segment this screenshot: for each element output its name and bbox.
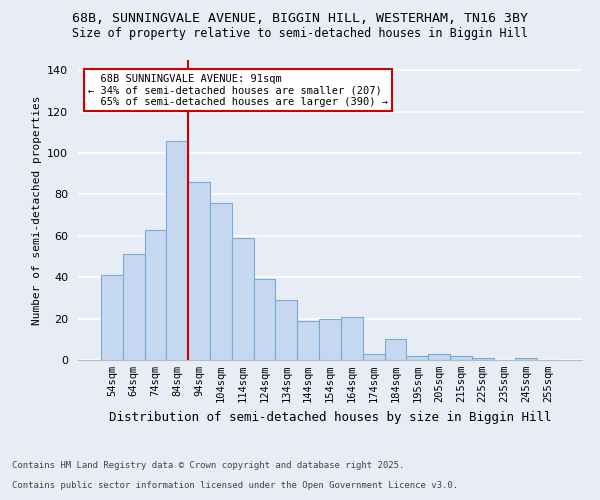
Text: Contains HM Land Registry data © Crown copyright and database right 2025.: Contains HM Land Registry data © Crown c… xyxy=(12,461,404,470)
Bar xyxy=(275,300,297,360)
Text: 68B SUNNINGVALE AVENUE: 91sqm
← 34% of semi-detached houses are smaller (207)
  : 68B SUNNINGVALE AVENUE: 91sqm ← 34% of s… xyxy=(88,74,388,106)
Bar xyxy=(166,140,188,360)
Bar xyxy=(188,182,210,360)
Bar xyxy=(472,358,494,360)
Bar xyxy=(319,318,341,360)
Bar xyxy=(406,356,428,360)
Bar xyxy=(363,354,385,360)
Bar xyxy=(123,254,145,360)
Bar xyxy=(254,280,275,360)
Text: Size of property relative to semi-detached houses in Biggin Hill: Size of property relative to semi-detach… xyxy=(72,28,528,40)
Text: Contains public sector information licensed under the Open Government Licence v3: Contains public sector information licen… xyxy=(12,481,458,490)
Text: 68B, SUNNINGVALE AVENUE, BIGGIN HILL, WESTERHAM, TN16 3BY: 68B, SUNNINGVALE AVENUE, BIGGIN HILL, WE… xyxy=(72,12,528,26)
Bar xyxy=(385,340,406,360)
Bar xyxy=(341,316,363,360)
Bar xyxy=(515,358,537,360)
Bar xyxy=(101,275,123,360)
Bar xyxy=(450,356,472,360)
Y-axis label: Number of semi-detached properties: Number of semi-detached properties xyxy=(32,95,41,325)
Bar xyxy=(428,354,450,360)
Bar xyxy=(232,238,254,360)
Bar xyxy=(145,230,166,360)
X-axis label: Distribution of semi-detached houses by size in Biggin Hill: Distribution of semi-detached houses by … xyxy=(109,410,551,424)
Bar xyxy=(297,320,319,360)
Bar xyxy=(210,203,232,360)
